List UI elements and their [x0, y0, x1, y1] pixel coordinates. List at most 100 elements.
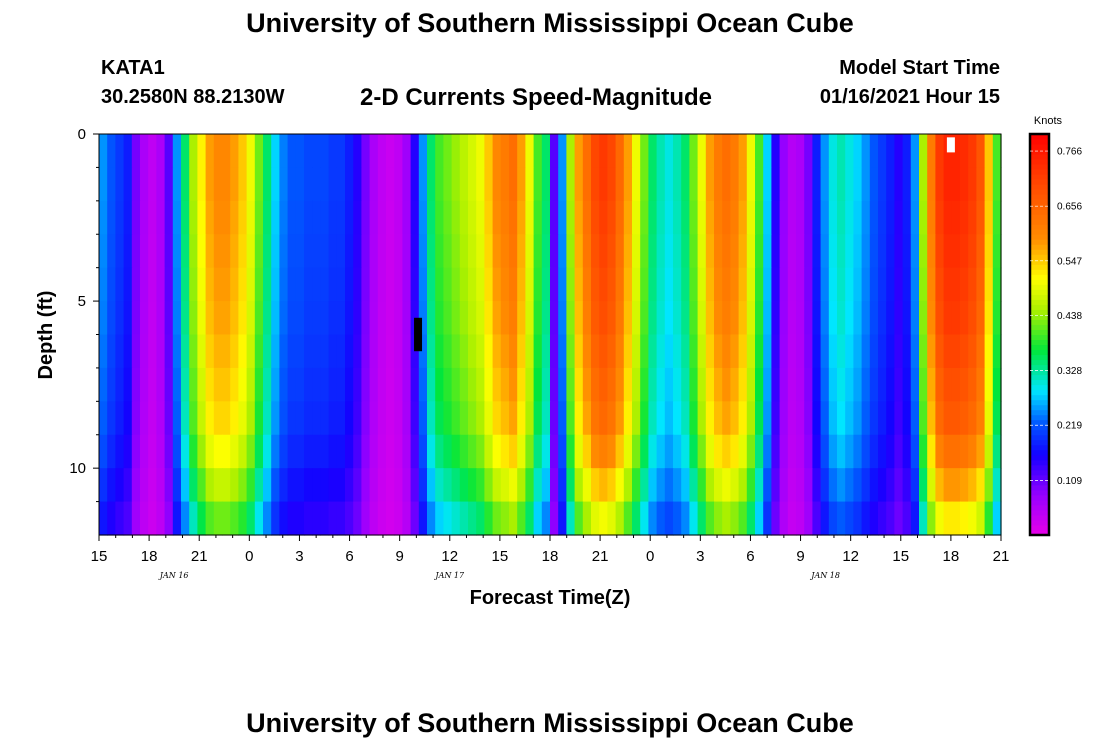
- heatmap-cell: [205, 334, 215, 369]
- colorbar-segment: [1030, 454, 1049, 461]
- colorbar-segment: [1030, 429, 1049, 436]
- heatmap-cell: [664, 434, 674, 469]
- heatmap-cell: [353, 200, 362, 235]
- heatmap-cell: [394, 134, 403, 169]
- heatmap-cell: [550, 501, 559, 536]
- heatmap-cell: [910, 401, 920, 436]
- x-tick-label: 18: [542, 548, 559, 565]
- heatmap-cell: [500, 167, 510, 202]
- heatmap-cell: [435, 434, 444, 469]
- colorbar-segment: [1030, 399, 1049, 406]
- heatmap-cell: [304, 468, 313, 503]
- heatmap-cell: [304, 234, 313, 269]
- heatmap-cell: [599, 267, 608, 302]
- heatmap-cell: [312, 301, 321, 336]
- heatmap-cell: [140, 200, 149, 235]
- heatmap-cell: [386, 267, 395, 302]
- heatmap-cell: [681, 468, 690, 503]
- heatmap-cell: [960, 167, 969, 202]
- heatmap-cell: [320, 167, 330, 202]
- heatmap-cell: [910, 301, 920, 336]
- heatmap-cell: [205, 134, 215, 169]
- heatmap-cell: [550, 267, 559, 302]
- heatmap-cell: [738, 434, 748, 469]
- heatmap-cell: [230, 267, 239, 302]
- heatmap-cell: [681, 167, 690, 202]
- heatmap-cell: [525, 367, 535, 402]
- heatmap-cell: [107, 200, 116, 235]
- x-tick-label: 15: [492, 548, 509, 565]
- heatmap-cell: [345, 301, 354, 336]
- heatmap-cell: [410, 434, 420, 469]
- heatmap-cell: [131, 434, 141, 469]
- heatmap-cell: [435, 501, 444, 536]
- heatmap-cell: [550, 134, 559, 169]
- colorbar-segment: [1030, 479, 1049, 486]
- heatmap-cell: [820, 468, 830, 503]
- heatmap-cell: [878, 134, 887, 169]
- heatmap-cell: [263, 234, 272, 269]
- heatmap-cell: [435, 267, 444, 302]
- heatmap-cell: [640, 434, 649, 469]
- heatmap-cell: [238, 401, 248, 436]
- heatmap-cell: [771, 468, 781, 503]
- heatmap-cell: [181, 301, 190, 336]
- heatmap-cell: [943, 301, 953, 336]
- heatmap-cell: [533, 367, 543, 402]
- heatmap-cell: [345, 134, 354, 169]
- heatmap-cell: [443, 334, 453, 369]
- heatmap-cell: [451, 167, 461, 202]
- heatmap-cell: [886, 468, 895, 503]
- heatmap-cell: [328, 468, 338, 503]
- heatmap-cell: [189, 468, 198, 503]
- heatmap-cell: [894, 200, 904, 235]
- heatmap-cell: [541, 267, 551, 302]
- heatmap-cell: [779, 434, 789, 469]
- heatmap-cell: [402, 367, 412, 402]
- chart-title: 2-D Currents Speed-Magnitude: [360, 84, 713, 111]
- heatmap-cell: [787, 401, 797, 436]
- heatmap-cell: [845, 401, 854, 436]
- heatmap-cell: [902, 167, 912, 202]
- heatmap-cell: [500, 267, 510, 302]
- heatmap-cell: [213, 234, 223, 269]
- heatmap-cell: [541, 234, 551, 269]
- x-tick-label: 18: [141, 548, 158, 565]
- colorbar-segment: [1030, 499, 1049, 506]
- heatmap-cell: [99, 367, 108, 402]
- heatmap-cell: [140, 234, 149, 269]
- heatmap-cell: [181, 367, 190, 402]
- heatmap-cell: [140, 401, 149, 436]
- heatmap-cell: [164, 401, 174, 436]
- colorbar-segment: [1030, 474, 1049, 481]
- colorbar-segment: [1030, 494, 1049, 501]
- heatmap-cell: [181, 434, 190, 469]
- heatmap-cell: [828, 267, 838, 302]
- heatmap-cell: [992, 501, 1002, 536]
- heatmap-cell: [517, 200, 526, 235]
- heatmap-cell: [443, 134, 453, 169]
- heatmap-cell: [148, 367, 157, 402]
- heatmap-cell: [968, 167, 977, 202]
- heatmap-cell: [107, 434, 116, 469]
- heatmap-cell: [894, 301, 904, 336]
- heatmap-cell: [254, 200, 264, 235]
- heatmap-cell: [820, 367, 830, 402]
- heatmap-cell: [812, 167, 822, 202]
- heatmap-cell: [336, 501, 346, 536]
- heatmap-cell: [369, 301, 379, 336]
- heatmap-cell: [591, 468, 600, 503]
- heatmap-cell: [886, 401, 895, 436]
- heatmap-cell: [869, 468, 879, 503]
- heatmap-cell: [976, 167, 986, 202]
- heatmap-cell: [705, 301, 715, 336]
- heatmap-cell: [910, 134, 920, 169]
- heatmap-cell: [386, 434, 395, 469]
- heatmap-cell: [238, 367, 248, 402]
- heatmap-cell: [582, 301, 592, 336]
- heatmap-cell: [181, 401, 190, 436]
- heatmap-cell: [377, 301, 387, 336]
- colorbar-segment: [1030, 524, 1049, 531]
- heatmap-cell: [656, 301, 666, 336]
- colorbar-segment: [1030, 194, 1049, 200]
